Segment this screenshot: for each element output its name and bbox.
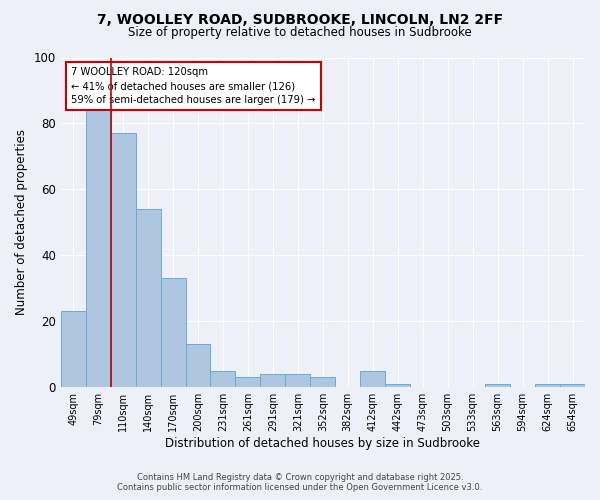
Y-axis label: Number of detached properties: Number of detached properties — [15, 130, 28, 316]
Text: Size of property relative to detached houses in Sudbrooke: Size of property relative to detached ho… — [128, 26, 472, 39]
Bar — [310, 378, 335, 387]
Text: Contains HM Land Registry data © Crown copyright and database right 2025.
Contai: Contains HM Land Registry data © Crown c… — [118, 473, 482, 492]
Bar — [286, 374, 310, 387]
Bar — [86, 110, 110, 387]
Bar — [136, 209, 161, 387]
X-axis label: Distribution of detached houses by size in Sudbrooke: Distribution of detached houses by size … — [166, 437, 481, 450]
Text: 7 WOOLLEY ROAD: 120sqm
← 41% of detached houses are smaller (126)
59% of semi-de: 7 WOOLLEY ROAD: 120sqm ← 41% of detached… — [71, 68, 316, 106]
Bar — [161, 278, 185, 387]
Bar — [560, 384, 585, 387]
Bar — [385, 384, 410, 387]
Bar — [185, 344, 211, 387]
Bar — [110, 134, 136, 387]
Text: 7, WOOLLEY ROAD, SUDBROOKE, LINCOLN, LN2 2FF: 7, WOOLLEY ROAD, SUDBROOKE, LINCOLN, LN2… — [97, 12, 503, 26]
Bar — [61, 312, 86, 387]
Bar — [211, 370, 235, 387]
Bar — [485, 384, 510, 387]
Bar — [235, 378, 260, 387]
Bar — [360, 370, 385, 387]
Bar — [535, 384, 560, 387]
Bar — [260, 374, 286, 387]
